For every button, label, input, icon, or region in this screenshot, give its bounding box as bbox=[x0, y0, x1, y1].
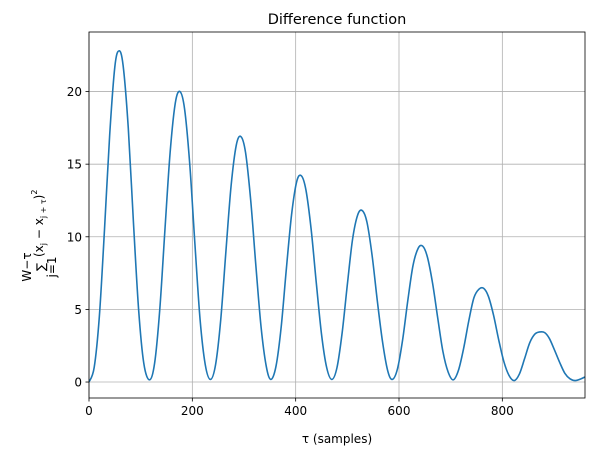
x-tick-label: 600 bbox=[388, 404, 411, 418]
x-tick-label: 0 bbox=[85, 404, 93, 418]
plot-area bbox=[89, 50, 585, 383]
y-tick-label: 0 bbox=[74, 376, 82, 390]
difference-function-line bbox=[89, 50, 585, 383]
axes-frame bbox=[88, 31, 586, 399]
x-tick-label: 200 bbox=[181, 404, 204, 418]
y-axis-power: 2 bbox=[30, 190, 39, 195]
y-tick-label: 20 bbox=[67, 85, 82, 99]
x-tick-label: 800 bbox=[491, 404, 514, 418]
chart-title: Difference function bbox=[268, 12, 407, 28]
x-axis-label: τ (samples) bbox=[302, 432, 372, 446]
y-axis-sub1: j bbox=[39, 243, 48, 246]
y-axis-sigma: ∑ bbox=[34, 263, 48, 271]
y-tick-label: 15 bbox=[67, 158, 82, 172]
grid-lines bbox=[88, 32, 585, 398]
y-axis-expression: (xj − xj + τ)2 bbox=[30, 190, 48, 257]
y-tick-label: 5 bbox=[74, 303, 82, 317]
y-axis-sum-upper: W−τ bbox=[20, 252, 34, 281]
y-axis-label: W−τ ∑ j=1 (xj − xj + τ)2 bbox=[20, 190, 59, 282]
tick-marks: 0 200 400 600 800 0 5 10 15 20 bbox=[67, 85, 514, 418]
y-tick-label: 10 bbox=[67, 230, 82, 244]
x-tick-label: 400 bbox=[284, 404, 307, 418]
y-axis-sum-lower: j=1 bbox=[45, 256, 59, 278]
y-axis-open: (x bbox=[32, 245, 46, 257]
y-axis-minus: − x bbox=[32, 218, 46, 243]
y-axis-close: ) bbox=[32, 195, 46, 200]
y-axis-sub2: j + τ bbox=[39, 199, 48, 219]
